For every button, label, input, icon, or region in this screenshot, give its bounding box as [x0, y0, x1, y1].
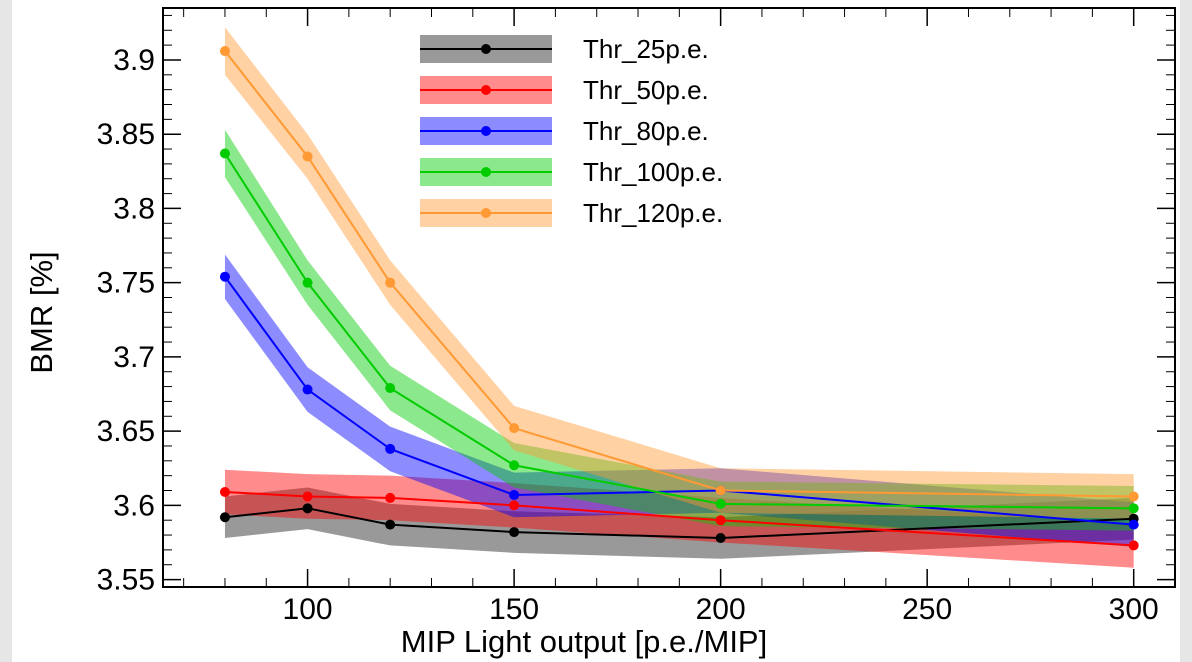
- x-tick-label: 150: [489, 593, 539, 626]
- point-thr-100p-e: [302, 277, 313, 288]
- point-thr-120p-e: [1128, 491, 1139, 502]
- legend: Thr_25p.e. Thr_50p.e. Thr_80p.e. Thr_100p.e…: [420, 34, 723, 228]
- series-points: [219, 46, 1139, 551]
- left-margin-strip: [0, 0, 12, 662]
- point-thr-25p-e: [385, 519, 396, 530]
- point-thr-80p-e: [509, 489, 520, 500]
- legend-label-thr-80p-e: Thr_80p.e.: [583, 116, 709, 146]
- legend-label-thr-100p-e: Thr_100p.e.: [583, 157, 723, 187]
- legend-marker-thr-50p-e: [481, 85, 491, 95]
- band-thr-50p-e: [224, 469, 1134, 568]
- point-thr-25p-e: [715, 533, 726, 544]
- point-thr-100p-e: [509, 460, 520, 471]
- line-thr-120p-e: [224, 50, 1134, 498]
- point-thr-25p-e: [509, 527, 520, 538]
- point-thr-50p-e: [385, 492, 396, 503]
- band-thr-100p-e: [224, 129, 1134, 531]
- point-thr-100p-e: [715, 498, 726, 509]
- point-thr-120p-e: [302, 151, 313, 162]
- point-thr-120p-e: [715, 485, 726, 496]
- point-thr-100p-e: [219, 148, 230, 159]
- y-tick-label: 3.55: [97, 564, 155, 597]
- point-thr-25p-e: [302, 503, 313, 514]
- error-bands: [224, 27, 1134, 568]
- y-axis-label: BMR [%]: [24, 251, 59, 373]
- y-tick-label: 3.8: [113, 192, 155, 225]
- line-thr-100p-e: [224, 152, 1134, 510]
- line-thr-80p-e: [224, 276, 1134, 526]
- series-lines: [224, 50, 1134, 547]
- point-thr-120p-e: [509, 423, 520, 434]
- point-thr-80p-e: [302, 384, 313, 395]
- x-tick-labels: 100 150 200 250 300: [283, 593, 1159, 626]
- point-thr-50p-e: [302, 491, 313, 502]
- point-thr-80p-e: [1128, 519, 1139, 530]
- line-thr-25p-e: [224, 507, 1134, 540]
- point-thr-120p-e: [385, 277, 396, 288]
- y-tick-label: 3.7: [113, 341, 155, 374]
- x-tick-label: 100: [283, 593, 333, 626]
- axis-ticks: [163, 8, 1176, 587]
- point-thr-50p-e: [509, 500, 520, 511]
- y-tick-labels: 3.55 3.6 3.65 3.7 3.75 3.8 3.85 3.9: [97, 44, 155, 597]
- point-thr-50p-e: [219, 486, 230, 497]
- y-tick-label: 3.75: [97, 267, 155, 300]
- y-tick-label: 3.9: [113, 44, 155, 77]
- point-thr-25p-e: [219, 512, 230, 523]
- x-tick-label: 300: [1109, 593, 1159, 626]
- point-thr-50p-e: [1128, 540, 1139, 551]
- legend-marker-thr-120p-e: [481, 208, 491, 218]
- x-tick-label: 200: [696, 593, 746, 626]
- y-tick-label: 3.85: [97, 118, 155, 151]
- legend-marker-thr-25p-e: [481, 44, 491, 54]
- point-thr-100p-e: [385, 383, 396, 394]
- band-thr-25p-e: [224, 487, 1134, 559]
- band-thr-80p-e: [224, 254, 1134, 547]
- y-tick-label: 3.6: [113, 489, 155, 522]
- legend-marker-thr-100p-e: [481, 167, 491, 177]
- line-thr-50p-e: [224, 490, 1134, 547]
- legend-label-thr-50p-e: Thr_50p.e.: [583, 75, 709, 105]
- point-thr-50p-e: [715, 515, 726, 526]
- x-axis-label: MIP Light output [p.e./MIP]: [401, 624, 767, 659]
- point-thr-80p-e: [385, 443, 396, 454]
- point-thr-80p-e: [219, 271, 230, 282]
- point-thr-100p-e: [1128, 503, 1139, 514]
- x-tick-label: 250: [902, 593, 952, 626]
- legend-label-thr-25p-e: Thr_25p.e.: [583, 34, 709, 64]
- right-margin-strip: [1180, 0, 1192, 662]
- legend-label-thr-120p-e: Thr_120p.e.: [583, 198, 723, 228]
- y-tick-label: 3.65: [97, 415, 155, 448]
- legend-marker-thr-80p-e: [481, 126, 491, 136]
- point-thr-120p-e: [219, 46, 230, 57]
